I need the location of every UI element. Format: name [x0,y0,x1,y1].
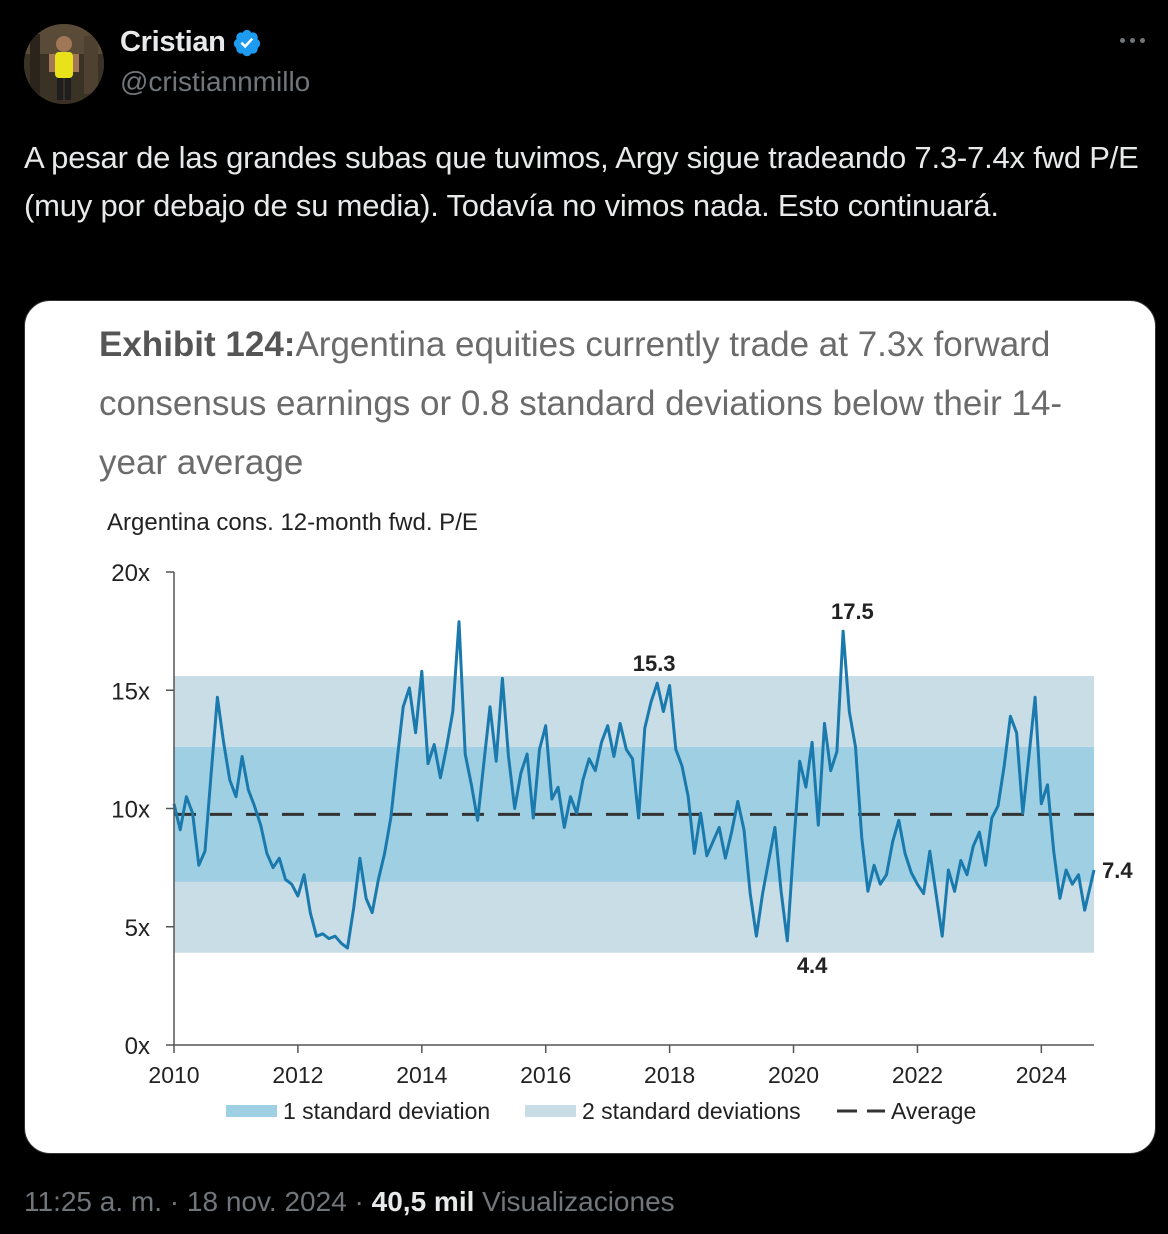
x-tick-label: 2012 [272,1062,323,1088]
tweet-text: A pesar de las grandes subas que tuvimos… [24,140,1139,223]
x-tick-label: 2014 [396,1062,447,1088]
verified-badge-icon[interactable] [232,28,262,58]
author-display-name[interactable]: Cristian [120,26,226,58]
chart-legend: 1 standard deviation 2 standard deviation… [226,1098,976,1124]
x-tick-label: 2016 [520,1062,571,1088]
chart-title: Argentina cons. 12-month fwd. P/E [107,509,478,536]
verified-badge-check [240,37,253,48]
tweet-meta: 11:25 a. m. · 18 nov. 2024 · 40,5 mil Vi… [24,1186,675,1218]
y-tick-label: 5x [125,915,150,942]
tweet-date[interactable]: 18 nov. 2024 [186,1186,347,1217]
avatar[interactable] [24,24,104,104]
views-label: Visualizaciones [482,1186,675,1217]
tweet-media-image[interactable]: Exhibit 124:Argentina equities currently… [24,300,1156,1154]
x-tick-label: 2018 [644,1062,695,1088]
data-label: 17.5 [831,599,874,624]
series-line [172,620,1096,950]
x-tick-label: 2022 [892,1062,943,1088]
pe-chart: Argentina cons. 12-month fwd. P/E 0x 5x 10… [107,509,1134,1124]
legend-label: 1 standard deviation [283,1098,490,1124]
more-dot [1139,37,1145,43]
legend-1-std-dev-swatch [226,1105,277,1117]
data-label: 4.4 [797,953,828,978]
data-label: 7.4 [1102,858,1133,883]
y-tick-label: 10x [111,797,150,824]
exhibit-title-text: Argentina equities currently trade at 7.… [99,325,1063,482]
data-label: 15.3 [633,651,676,676]
more-dot [1119,37,1125,43]
y-tick-label: 0x [125,1033,150,1060]
x-tick-label: 2024 [1016,1062,1067,1088]
chart-annotations: 17.5 15.3 4.4 7.4 [633,599,1134,978]
more-dot [1129,37,1135,43]
author-name-row: Cristian [120,26,262,59]
chart-axes: 0x 5x 10x 15x 20x 2010 2012 2014 2016 2018 2020 202… [111,560,1094,1088]
x-tick-label: 2020 [768,1062,819,1088]
views-count: 40,5 mil [371,1186,475,1217]
legend-label: Average [891,1098,976,1124]
series-layer [172,620,1096,950]
meta-separator: · [169,1186,180,1217]
exhibit-label: Exhibit 124: [99,325,296,364]
tweet-time[interactable]: 11:25 a. m. [24,1186,163,1217]
more-options-icon[interactable] [1114,28,1150,52]
y-tick-label: 20x [111,560,150,587]
avatar-image [24,24,104,104]
x-tick-label: 2010 [148,1062,199,1088]
legend-label: 2 standard deviations [582,1098,801,1124]
legend-2-std-dev-swatch [525,1105,576,1117]
meta-separator: · [354,1186,364,1217]
author-handle[interactable]: @cristiannmillo [120,66,311,97]
std-dev-bands [174,676,1094,953]
exhibit-title: Exhibit 124:Argentina equities currently… [99,315,1129,492]
y-tick-label: 15x [111,678,150,705]
